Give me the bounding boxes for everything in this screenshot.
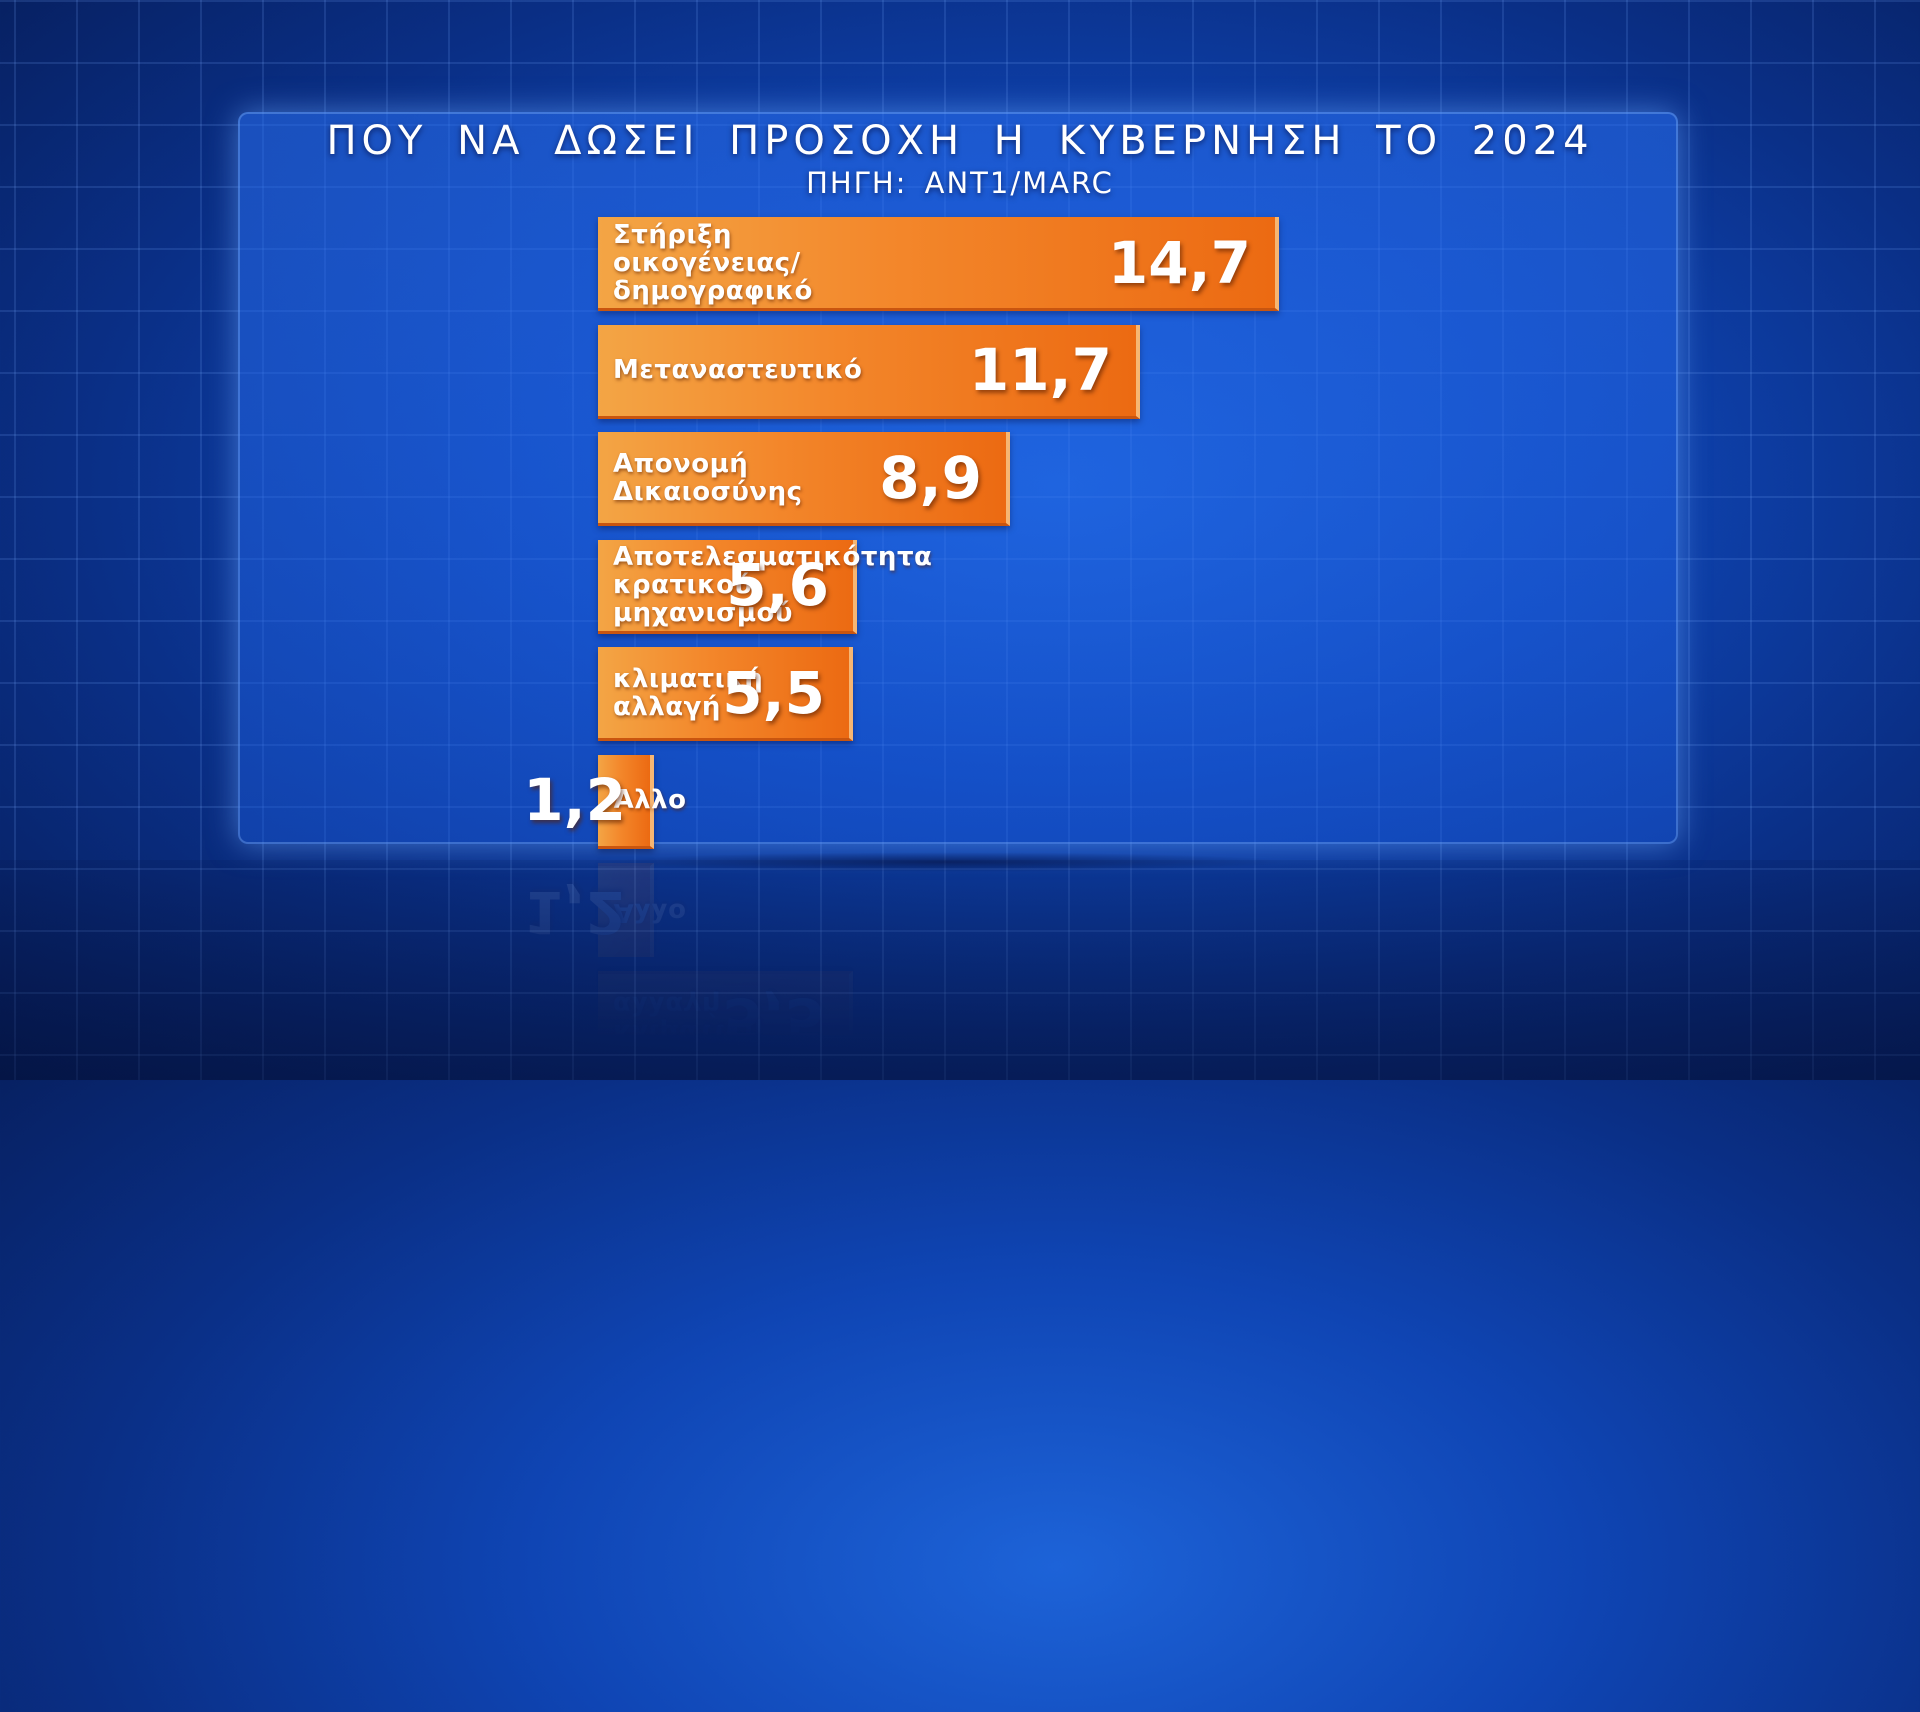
bar-value-5: 1,2 <box>523 766 626 834</box>
bar-label-1: Μεταναστευτικό <box>613 1327 863 1357</box>
bar-value-2: 8,9 <box>879 1200 982 1269</box>
bar-label-0: Στήριξη οικογένειας/ δημογραφικό <box>613 1406 813 1493</box>
bar-label-1: Μεταναστευτικό <box>613 355 863 385</box>
bar-3: Αποτελεσματικότητα κρατικού μηχανισμού 5,… <box>598 1078 932 1173</box>
floor-shade <box>0 860 1920 1080</box>
bar-value-1: 11,7 <box>968 1308 1112 1376</box>
bar-0: Στήριξη οικογένειας/ δημογραφικό 14,7 <box>598 217 1279 311</box>
bar-label-5: Άλλο <box>613 785 687 815</box>
bar-5: Άλλο 1,2 <box>523 754 686 849</box>
bar-1: Μεταναστευτικό 11,7 <box>598 1293 1140 1388</box>
bar-chart: Στήριξη οικογένειας/ δημογραφικό 14,7 Μετα… <box>523 217 1279 849</box>
bar-value-0: 14,7 <box>1107 228 1251 297</box>
bar-value-2: 8,9 <box>879 443 982 512</box>
bar-value-1: 11,7 <box>968 336 1112 404</box>
bar-label-2: Απονομή Δικαιοσύνης <box>613 448 803 507</box>
bar-label-4: κλιματική αλλαγή <box>613 663 764 722</box>
bar-0: Στήριξη οικογένειας/ δημογραφικό 14,7 <box>598 1401 1279 1495</box>
bar-value-3: 5,6 <box>726 551 829 619</box>
bar-label-3: Αποτελεσματικότητα κρατικού μηχανισμού <box>613 1084 933 1170</box>
bar-3: Αποτελεσματικότητα κρατικού μηχανισμού 5,… <box>598 539 932 634</box>
bar-value-4: 5,5 <box>722 658 825 727</box>
bar-1: Μεταναστευτικό 11,7 <box>598 324 1140 419</box>
bar-label-0: Στήριξη οικογένειας/ δημογραφικό <box>613 219 813 306</box>
bar-value-3: 5,6 <box>726 1093 829 1161</box>
bar-shadow <box>600 852 1290 872</box>
chart-title: ΠΟΥ ΝΑ ΔΩΣΕΙ ΠΡΟΣΟΧΗ Η ΚΥΒΕΡΝΗΣΗ ΤΟ 2024 <box>326 118 1594 164</box>
bar-2: Απονομή Δικαιοσύνης 8,9 <box>598 1186 1010 1280</box>
chart-subtitle: ΠΗΓΗ: ANT1/MARC <box>806 166 1114 200</box>
bar-label-2: Απονομή Δικαιοσύνης <box>613 1205 803 1264</box>
bar-2: Απονομή Δικαιοσύνης 8,9 <box>598 432 1010 526</box>
bar-value-0: 14,7 <box>1107 1415 1251 1484</box>
bar-4: κλιματική αλλαγή 5,5 <box>598 647 853 741</box>
bar-label-3: Αποτελεσματικότητα κρατικού μηχανισμού <box>613 542 933 628</box>
